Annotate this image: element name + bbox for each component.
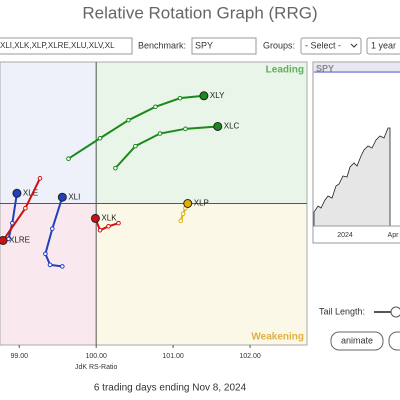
tail-point — [106, 223, 111, 229]
benchmark-label: Benchmark: — [138, 40, 186, 50]
quadrant-label: Weakening — [251, 332, 304, 343]
head-point — [183, 199, 193, 208]
series-label: XLI — [68, 192, 80, 201]
head-point — [90, 213, 100, 223]
tail-point — [180, 211, 186, 217]
tail-point — [37, 176, 43, 181]
symbols-text: XLI,XLK,XLP,XLRE,XLU,XLV,XL — [0, 41, 115, 50]
quadrant-label: Leading — [266, 65, 304, 76]
series-label: XLY — [210, 91, 225, 100]
tail-point — [60, 264, 65, 269]
quadrant-weakening — [96, 203, 307, 345]
x-tick-label: 102.00 — [239, 353, 261, 360]
tail-line — [67, 94, 204, 160]
tail-line — [94, 218, 119, 232]
footer-text: 6 trading days ending Nov 8, 2024 — [94, 383, 247, 394]
quadrant-improving — [0, 62, 97, 204]
tail-point — [126, 117, 131, 123]
tail-point — [178, 218, 184, 224]
quadrant-lagging — [0, 203, 97, 345]
head-point — [0, 235, 8, 245]
dropdown-arrow — [350, 43, 358, 48]
benchmark-input[interactable] — [191, 37, 257, 55]
groups-select[interactable] — [300, 37, 362, 55]
tail-point — [177, 95, 183, 101]
series-label: XLRE — [9, 236, 30, 245]
plot-area: 99.00 100.00 101.00 102.00 JdK RS-Ratio Leadi… — [0, 61, 308, 371]
tail-point — [157, 131, 163, 136]
page-title: Relative Rotation Graph (RRG) — [82, 3, 317, 22]
head-point — [57, 192, 67, 202]
groups-text: - Select - — [305, 40, 341, 50]
price-tick: Apr — [388, 232, 400, 239]
tail-slider-knob[interactable] — [390, 306, 400, 318]
x-tick-label: 101.00 — [162, 353, 184, 360]
tail-point — [66, 156, 71, 161]
series-label: XLP — [194, 199, 209, 208]
head-point — [199, 91, 209, 101]
price-area — [313, 127, 391, 227]
animate-button[interactable] — [330, 331, 384, 351]
head-point — [12, 188, 22, 198]
extra-button[interactable] — [388, 331, 400, 351]
tail-point — [116, 220, 121, 226]
tail-point — [50, 226, 55, 231]
benchmark-text: SPY — [195, 40, 213, 50]
price-tick: 2024 — [337, 232, 353, 239]
tail-point — [47, 262, 53, 268]
symbols-input[interactable] — [0, 37, 133, 55]
series-label: XLC — [224, 122, 240, 131]
quadrant-leading — [96, 62, 307, 204]
x-tick-label: 100.00 — [85, 353, 107, 360]
x-tick-label: 99.00 — [10, 353, 28, 360]
tail-length-label: Tail Length: — [319, 306, 365, 316]
tail-point — [97, 135, 103, 141]
series-label: XLE — [23, 188, 38, 197]
price-symbol: SPY — [316, 63, 334, 73]
tail-point — [43, 251, 48, 257]
head-point — [213, 121, 223, 131]
groups-label: Groups: — [263, 40, 295, 50]
tail-point — [97, 227, 103, 233]
price-header — [314, 63, 400, 73]
period-select[interactable] — [366, 37, 400, 55]
period-text: 1 year — [371, 40, 396, 50]
tail-point — [133, 143, 138, 149]
animate-text: animate — [341, 335, 373, 345]
x-axis-label: JdK RS-Ratio — [75, 364, 118, 371]
tail-point — [183, 126, 188, 132]
tail-point — [113, 165, 118, 171]
series-label: XLK — [101, 214, 117, 223]
tail-point — [153, 104, 158, 110]
tail-point — [23, 205, 28, 211]
